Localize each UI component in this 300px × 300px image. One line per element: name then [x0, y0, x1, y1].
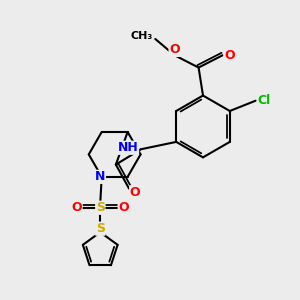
- Text: O: O: [224, 49, 235, 62]
- Text: O: O: [118, 201, 129, 214]
- Text: S: S: [96, 201, 105, 214]
- Text: S: S: [96, 222, 105, 235]
- Text: N: N: [95, 170, 105, 183]
- Text: NH: NH: [118, 141, 139, 154]
- Text: Cl: Cl: [257, 94, 271, 107]
- Text: O: O: [169, 44, 180, 56]
- Text: O: O: [71, 201, 82, 214]
- Text: CH₃: CH₃: [130, 31, 152, 41]
- Text: O: O: [130, 186, 140, 199]
